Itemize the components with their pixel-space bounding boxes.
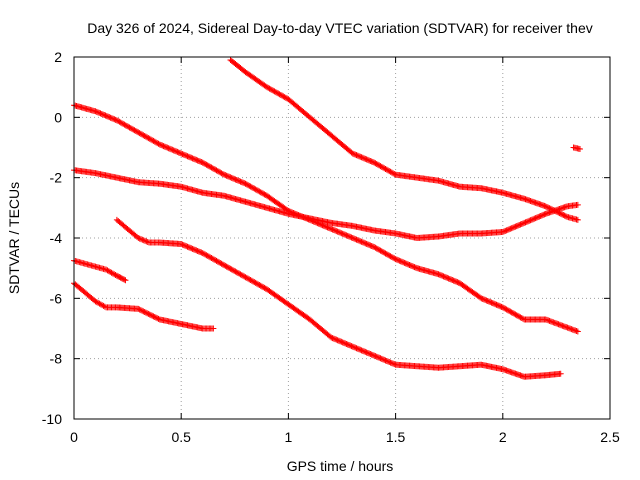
x-tick-label: 1 <box>285 429 293 445</box>
marker-path <box>227 57 581 223</box>
series-track-7 <box>570 144 583 153</box>
y-tick-label: -8 <box>50 351 63 367</box>
x-tick-label: 2.5 <box>600 429 620 445</box>
y-tick-label: -4 <box>50 230 63 246</box>
x-tick-label: 0 <box>70 429 78 445</box>
marker-path <box>570 144 583 153</box>
x-axis-label: GPS time / hours <box>287 458 394 474</box>
marker-path <box>113 216 564 380</box>
series-track-3 <box>227 57 581 223</box>
grid-lines <box>74 57 610 419</box>
series-track-4 <box>113 216 564 380</box>
x-tick-label: 1.5 <box>386 429 406 445</box>
chart-title: Day 326 of 2024, Sidereal Day-to-day VTE… <box>87 20 593 36</box>
x-tick-label: 0.5 <box>171 429 191 445</box>
y-axis-label: SDTVAR / TECUs <box>6 182 22 294</box>
y-tick-label: 0 <box>54 109 62 125</box>
axis-ticks: 0 0.5 1 1.5 2 2.5 -10 -8 -6 -4 -2 0 2 <box>42 49 620 445</box>
y-tick-label: -2 <box>50 170 63 186</box>
x-tick-label: 2 <box>499 429 507 445</box>
y-tick-label: -10 <box>42 411 62 427</box>
y-tick-label: 2 <box>54 49 62 65</box>
y-tick-label: -6 <box>50 290 63 306</box>
